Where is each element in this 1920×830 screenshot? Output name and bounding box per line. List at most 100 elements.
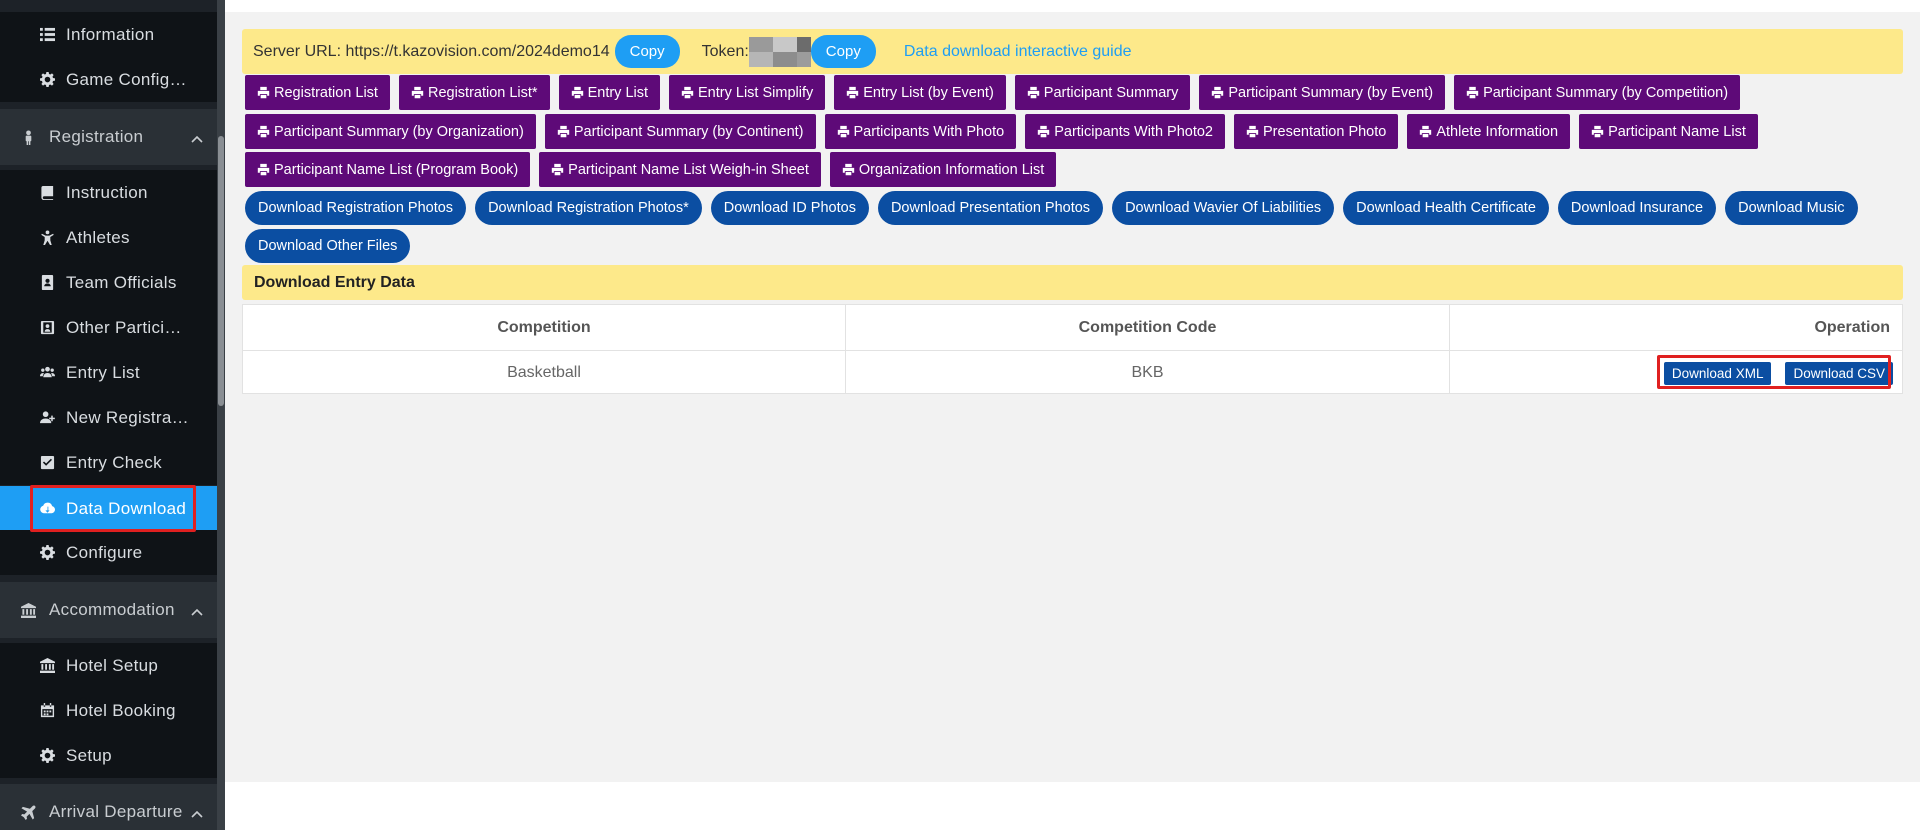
print-participant-summary-by-competition-button[interactable]: Participant Summary (by Competition) [1454,75,1741,110]
download-health-certificate-button[interactable]: Download Health Certificate [1343,191,1549,225]
cell-competition: Basketball [507,364,581,381]
print-buttons-row-1: Registration List Registration List* Entry… [245,75,1741,110]
download-xml-button[interactable]: Download XML [1663,361,1772,385]
server-info-bar: Server URL: https://t.kazovision.com/202… [242,29,1903,74]
sidebar-scrollbar-track[interactable] [217,0,225,830]
download-id-photos-button[interactable]: Download ID Photos [710,191,869,225]
button-label: Entry List (by Event) [863,84,994,101]
chevron-up-icon [191,128,203,143]
list-icon [39,27,55,43]
download-registration-photos-star-button[interactable]: Download Registration Photos* [475,191,702,225]
column-header-competition-code: Competition Code [1078,318,1217,336]
download-other-files-button[interactable]: Download Other Files [245,229,411,263]
copy-server-url-button[interactable]: Copy [614,35,680,68]
print-participant-summary-by-event-button[interactable]: Participant Summary (by Event) [1199,75,1446,110]
sidebar-section-registration[interactable]: Registration [0,109,217,165]
button-label: Participant Summary (by Competition) [1483,84,1729,101]
print-presentation-photo-button[interactable]: Presentation Photo [1234,114,1399,149]
button-label: Entry List Simplify [698,84,814,101]
check-square-icon [39,455,55,471]
user-plus-icon [39,410,55,426]
print-participant-name-list-program-book-button[interactable]: Participant Name List (Program Book) [245,152,531,187]
download-presentation-photos-button[interactable]: Download Presentation Photos [877,191,1104,225]
token-value-blurred [748,36,811,67]
sidebar-item-label: Hotel Booking [66,700,176,720]
sidebar-item-instruction[interactable]: Instruction [0,170,217,215]
printer-icon [411,86,428,99]
sidebar-section-label: Accommodation [49,600,175,619]
sidebar-section-arrival-departure[interactable]: Arrival Departure [0,784,217,830]
download-csv-button[interactable]: Download CSV [1785,361,1893,385]
button-label: Participant Name List (Program Book) [274,161,519,178]
download-buttons-row-2: Download Other Files [245,229,411,263]
sidebar-item-game-config[interactable]: Game Config… [0,57,217,102]
print-participant-summary-by-organization-button[interactable]: Participant Summary (by Organization) [245,114,536,149]
print-buttons-row-3: Participant Name List (Program Book) Part… [245,152,1057,187]
id-card-icon [39,320,55,336]
button-label: Registration List [274,84,378,101]
print-entry-list-button[interactable]: Entry List [558,75,661,110]
book-icon [39,185,55,201]
sidebar-item-data-download[interactable]: Data Download [0,486,217,531]
sidebar-item-setup[interactable]: Setup [0,733,217,778]
button-label: Entry List [587,84,649,101]
button-label: Participant Summary (by Event) [1228,84,1434,101]
print-registration-list-button[interactable]: Registration List [245,75,390,110]
bank-icon [20,602,36,618]
chevron-up-icon [191,803,203,818]
download-insurance-button[interactable]: Download Insurance [1557,191,1717,225]
sidebar-item-entry-check[interactable]: Entry Check [0,440,217,485]
sidebar-item-label: Athletes [66,227,130,247]
sidebar-item-team-officials[interactable]: Team Officials [0,260,217,305]
print-entry-list-simplify-button[interactable]: Entry List Simplify [669,75,826,110]
copy-token-button[interactable]: Copy [810,35,876,68]
header-divider [243,350,1902,351]
column-divider [1449,305,1450,393]
sidebar-item-other-participants[interactable]: Other Partici… [0,305,217,350]
button-label: Participant Summary [1043,84,1179,101]
print-participant-summary-button[interactable]: Participant Summary [1014,75,1191,110]
print-participant-name-list-weigh-in-sheet-button[interactable]: Participant Name List Weigh-in Sheet [539,152,821,187]
sidebar-item-label: Entry Check [66,452,162,472]
print-participant-summary-by-continent-button[interactable]: Participant Summary (by Continent) [544,114,816,149]
column-header-operation: Operation [1814,318,1890,336]
download-buttons-row-1: Download Registration Photos Download Reg… [245,191,1858,225]
sidebar-item-athletes[interactable]: Athletes [0,215,217,260]
highlight-box-data-download [30,485,196,532]
highlight-box-download-buttons [1657,355,1891,389]
sidebar-scrollbar-thumb[interactable] [218,136,224,406]
sidebar-item-entry-list[interactable]: Entry List [0,350,217,395]
data-download-guide-link[interactable]: Data download interactive guide [903,42,1132,60]
sidebar-item-label: Data Download [66,498,187,518]
print-participants-with-photo2-button[interactable]: Participants With Photo2 [1025,114,1225,149]
download-wavier-of-liabilities-button[interactable]: Download Wavier Of Liabilities [1112,191,1335,225]
sidebar-item-label: New Registra… [66,407,189,427]
sidebar-item-label: Team Officials [66,272,177,292]
bank-icon [39,658,55,674]
plane-icon [20,804,36,820]
sidebar: Information Game Config… Registration In… [0,0,225,830]
printer-icon [846,86,863,99]
sidebar-section-accommodation[interactable]: Accommodation [0,582,217,638]
download-registration-photos-button[interactable]: Download Registration Photos [245,191,467,225]
print-athlete-information-button[interactable]: Athlete Information [1407,114,1571,149]
sidebar-item-hotel-setup[interactable]: Hotel Setup [0,643,217,688]
print-registration-list-star-button[interactable]: Registration List* [398,75,550,110]
sidebar-item-new-registration[interactable]: New Registra… [0,395,217,440]
gear-icon [39,545,55,561]
sidebar-item-label: Setup [66,745,112,765]
download-music-button[interactable]: Download Music [1725,191,1858,225]
printer-icon [1466,86,1483,99]
sidebar-item-configure[interactable]: Configure [0,530,217,575]
entry-data-table: Competition Competition Code Operation B… [242,304,1903,394]
printer-icon [1419,125,1436,138]
sidebar-item-hotel-booking[interactable]: Hotel Booking [0,688,217,733]
printer-icon [551,163,568,176]
print-organization-information-list-button[interactable]: Organization Information List [829,152,1057,187]
person-icon [20,129,36,145]
sidebar-item-information[interactable]: Information [0,12,217,57]
print-participant-name-list-button[interactable]: Participant Name List [1579,114,1758,149]
print-participants-with-photo-button[interactable]: Participants With Photo [824,114,1017,149]
button-label: Participant Summary (by Organization) [274,123,524,140]
print-entry-list-by-event-button[interactable]: Entry List (by Event) [834,75,1006,110]
